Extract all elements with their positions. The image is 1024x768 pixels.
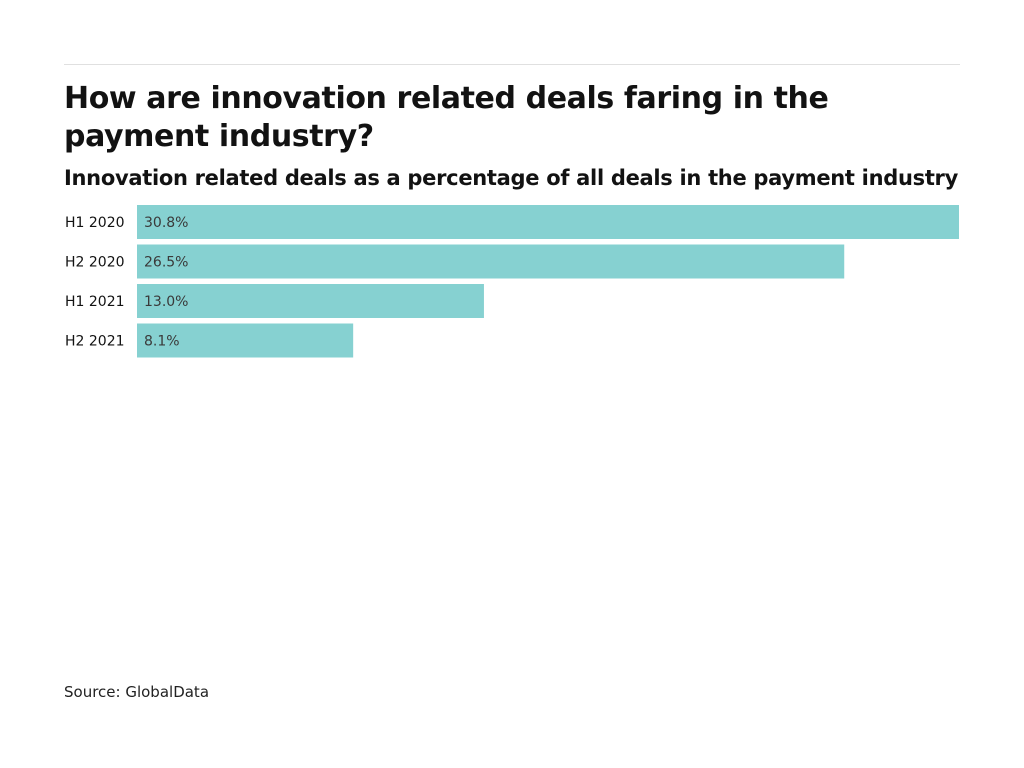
- chart-subtitle: Innovation related deals as a percentage…: [64, 166, 959, 190]
- bar-h1-2021: [137, 284, 484, 318]
- bar-h2-2021: [137, 323, 354, 358]
- category-label: H1 2021: [65, 294, 125, 310]
- chart-title: How are innovation related deals faring …: [64, 81, 829, 154]
- value-label: 26.5%: [144, 255, 188, 271]
- category-label: H2 2020: [65, 255, 125, 271]
- value-label: 8.1%: [144, 334, 180, 350]
- value-label: 30.8%: [144, 215, 188, 231]
- value-label: 13.0%: [144, 294, 188, 310]
- bar-chart: H1 2020 30.8% H2 2020 26.5% H1 2021 13.0% H2 2…: [64, 200, 962, 370]
- category-label: H2 2021: [65, 334, 125, 350]
- bar-h2-2020: [137, 244, 845, 279]
- bar-chart-svg: H1 2020 30.8% H2 2020 26.5% H1 2021 13.0% H2 2…: [65, 205, 959, 358]
- bar-h1-2020: [137, 205, 959, 239]
- top-divider: [64, 64, 960, 65]
- source-note: Source: GlobalData: [64, 683, 210, 701]
- category-label: H1 2020: [65, 215, 125, 231]
